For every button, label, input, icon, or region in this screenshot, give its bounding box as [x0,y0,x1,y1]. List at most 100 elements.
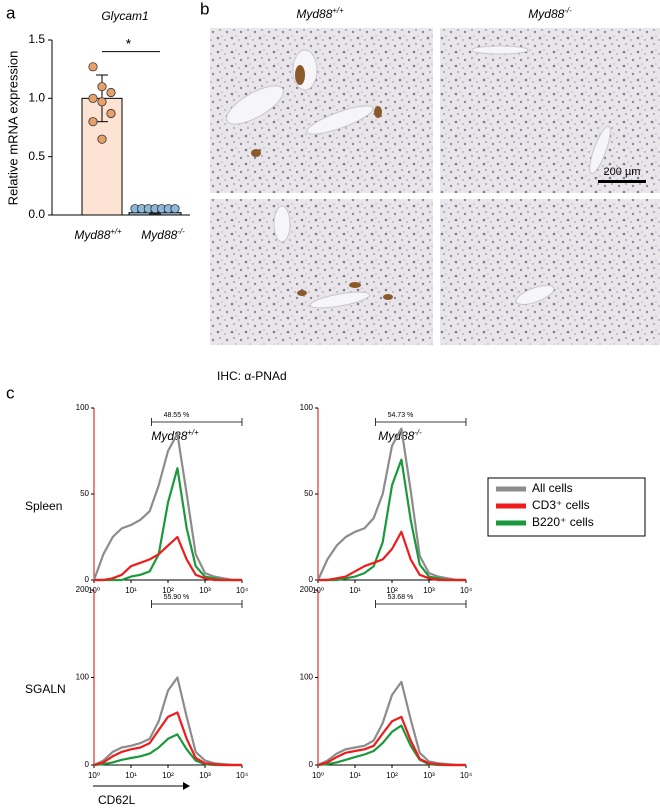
x-tick-label: 10¹ [349,771,361,780]
genotype: -/- [177,227,185,236]
genotype: +/+ [110,227,122,236]
gate-label: 48.55 % [164,412,190,419]
data-point [106,87,116,98]
genotype: +/+ [187,428,199,437]
significance: * [126,35,132,51]
y-tick-label: 0 [309,760,314,769]
histogram-line [92,432,242,582]
y-tick-label: 1.5 [28,32,45,46]
x-axis-label: CD62L [98,793,136,807]
histogram-line [318,530,466,582]
histogram-line [316,427,466,582]
data-point [106,108,116,119]
caption: IHC: α-PNAd [217,369,287,383]
data-point [88,117,98,127]
gate [375,600,467,608]
gate-label: 53.68 % [388,594,414,601]
micrograph [440,199,660,345]
genotype-label: Myd88+/+ [74,227,122,243]
histogram-line [94,535,242,582]
y-tick-label: 0 [85,575,90,584]
legend-label: B220⁺ cells [532,515,594,529]
x-tick-label: 10² [386,771,398,780]
gate [375,418,467,426]
data-point [97,82,107,92]
vessels [226,45,611,309]
axis-arrowhead [183,782,190,790]
gene: Myd88 [151,429,187,443]
genotype-label: Myd88+/+ [296,6,344,22]
x-tick-label: 10⁴ [460,771,473,780]
x-tick-label: 10⁰ [312,771,324,780]
histogram-line [317,724,466,767]
x-tick-label: 10² [162,771,174,780]
scale-bar [598,180,646,183]
genotype: +/+ [332,6,344,15]
legend-label: All cells [532,481,573,495]
y-tick-label: 0 [309,575,314,584]
y-tick-label: 100 [300,403,314,412]
gate-label: 55.90 % [164,594,190,601]
histogram-line [318,458,466,582]
gene: Myd88 [528,7,564,21]
x-tick-label: 10⁴ [236,771,249,780]
data-point [170,204,180,214]
panel-label: a [6,3,16,22]
x-tick-label: 10¹ [125,771,137,780]
x-tick-label: 10⁰ [88,771,100,780]
x-tick-label: 10⁴ [236,586,249,595]
genotype: -/- [414,428,422,437]
y-tick-label: 50 [304,489,313,498]
y-tick-label: 100 [76,673,90,682]
data-point [97,134,107,144]
data-point [88,93,98,103]
panel-label: b [200,0,209,18]
y-tick-label: 100 [76,403,90,412]
legend: All cells CD3⁺ cells B220⁺ cells [487,477,646,537]
x-tick-label: 10² [162,586,174,595]
y-tick-label: 50 [80,489,89,498]
gene: Myd88 [141,228,177,242]
gate [151,600,243,608]
x-tick-label: 10³ [423,771,435,780]
genotype: -/- [564,6,572,15]
data-point [97,97,107,107]
x-tick-label: 10² [386,586,398,595]
ihc-images: 200 µm IHC: α-PNAd [210,28,660,383]
y-tick-label: 200 [300,585,314,594]
histogram-line [317,680,466,767]
y-tick-label: 200 [76,585,90,594]
x-tick-label: 10¹ [125,586,137,595]
x-tick-label: 10⁴ [460,586,473,595]
y-tick-label: 0.5 [28,149,45,163]
data-point [88,62,98,72]
histogram-line [93,676,242,767]
y-tick-label: 0 [85,760,90,769]
scale-label: 200 µm [604,166,641,178]
y-tick-label: 100 [300,673,314,682]
gate-label: 54.73 % [388,412,414,419]
y-tick-label: 1.0 [28,91,45,105]
gate [151,418,243,426]
stain [251,65,393,300]
micrograph [210,199,433,345]
x-tick-label: 10¹ [349,586,361,595]
gene: Myd88 [74,228,110,242]
chart-title: Glycam1 [101,9,148,23]
histogram-line [93,711,242,767]
x-tick-label: 10³ [423,586,435,595]
histogram-line [317,715,466,767]
micrograph [440,28,660,193]
gene: Myd88 [296,7,332,21]
genotype-label: Myd88-/- [141,227,185,243]
histogram-line [94,467,242,582]
row-label: Spleen [25,499,62,513]
genotype-label: Myd88+/+ [151,428,199,444]
genotype-label: Myd88-/- [528,6,572,22]
panel-label: c [6,383,15,402]
y-axis-label: Relative mRNA expression [5,51,20,206]
row-label: SGALN [25,682,66,696]
y-tick-label: 0.0 [28,207,45,221]
x-tick-label: 10³ [199,586,211,595]
